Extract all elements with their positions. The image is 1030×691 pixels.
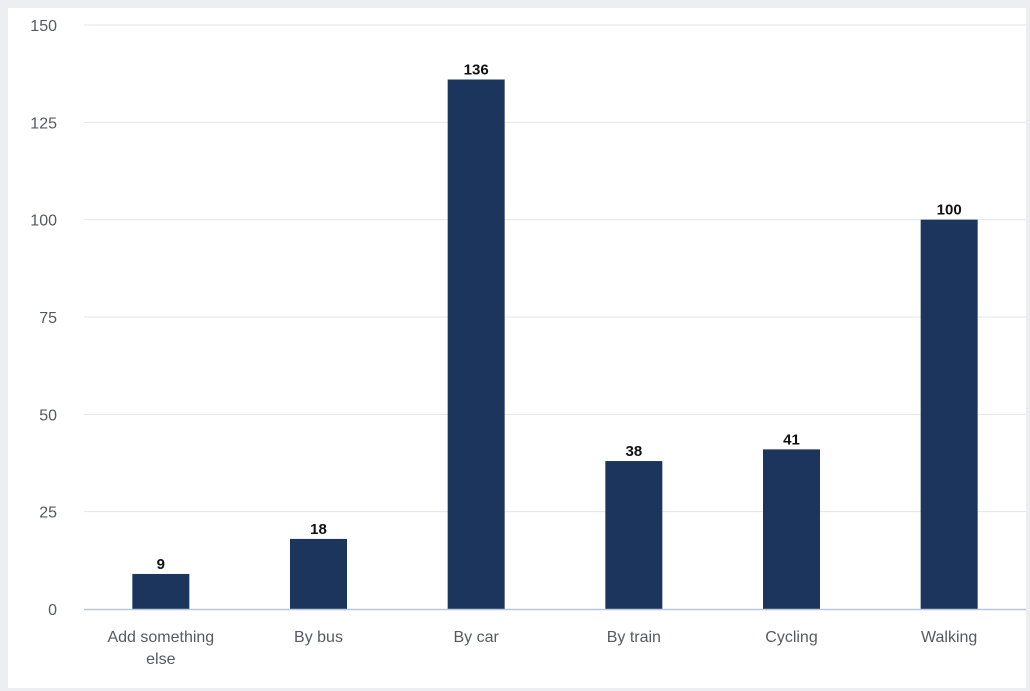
bars (132, 79, 978, 610)
x-tick-label-line: Walking (921, 629, 977, 646)
bar (605, 461, 663, 609)
bar (132, 573, 190, 609)
data-label: 38 (625, 443, 642, 460)
bar (447, 79, 505, 610)
data-label: 100 (937, 202, 962, 219)
x-tick-label: Add something else (107, 629, 214, 668)
x-tick-label: By car (453, 629, 499, 646)
x-tick-label-line: Cycling (765, 629, 817, 646)
x-axis: Add something else By bus By car By train Cyc… (84, 608, 1026, 668)
data-label: 9 (157, 556, 165, 573)
y-tick-label: 25 (39, 505, 57, 522)
x-tick-label-line: By bus (294, 629, 343, 646)
y-tick-label: 50 (39, 407, 57, 424)
x-tick-label: Cycling (765, 629, 817, 646)
x-tick-label-line: By car (453, 629, 499, 646)
y-tick-label: 75 (39, 310, 57, 327)
data-label: 41 (783, 431, 800, 448)
x-tick-label-line: else (146, 651, 175, 668)
bar (763, 449, 820, 609)
x-tick-label: By train (607, 629, 661, 646)
data-label: 136 (464, 62, 489, 79)
x-tick-label: By bus (294, 629, 343, 646)
data-label: 18 (310, 521, 327, 538)
y-tick-label: 125 (30, 115, 57, 132)
y-axis: 0 25 50 75 100 125 150 (30, 18, 57, 619)
x-tick-label-line: By train (607, 629, 661, 646)
bar (290, 538, 347, 609)
y-tick-label: 0 (48, 602, 57, 619)
gridlines (84, 24, 1026, 513)
x-tick-label: Walking (921, 629, 977, 646)
bar (920, 219, 978, 609)
data-labels: 9 18 136 38 41 100 (157, 62, 962, 573)
y-tick-label: 150 (30, 18, 57, 35)
y-tick-label: 100 (30, 213, 57, 230)
x-tick-label-line: Add something (107, 629, 214, 646)
